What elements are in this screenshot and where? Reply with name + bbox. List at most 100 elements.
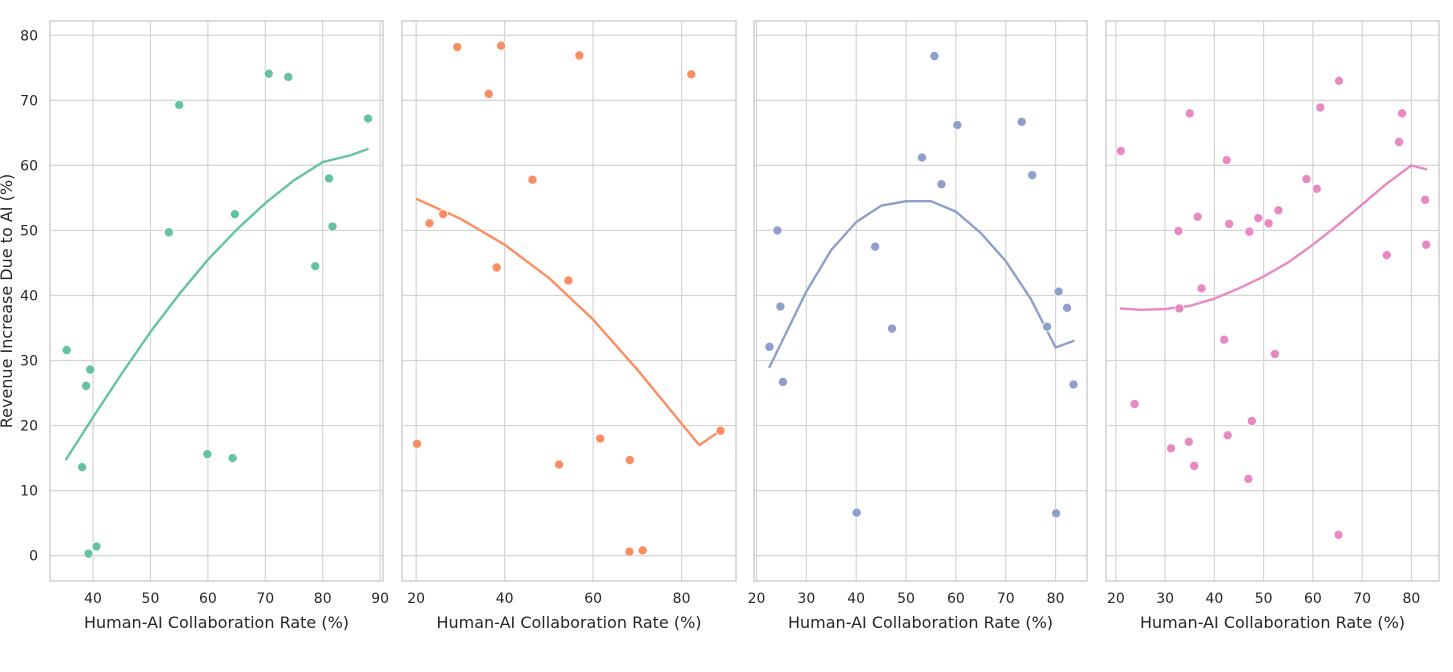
data-point [1221,155,1232,166]
x-tick-label: 70 [256,591,274,607]
x-tick-label: 80 [673,591,691,607]
data-point [764,341,775,352]
data-point [1394,136,1405,147]
y-tick-label: 50 [20,223,38,239]
data-point [1184,108,1195,119]
data-point [283,71,294,82]
data-point [327,221,338,232]
data-point [263,68,274,79]
data-point [686,69,697,80]
data-point [1315,102,1326,113]
data-point [1263,218,1274,229]
y-tick-label: 30 [20,354,38,370]
axes-frame [1105,20,1440,582]
data-point [1174,303,1185,314]
data-point [163,227,174,238]
x-tick-label: 40 [84,591,102,607]
data-point [1334,75,1345,86]
data-point [870,241,881,252]
y-tick-label: 20 [20,419,38,435]
data-point [363,113,374,124]
data-point [452,42,463,53]
x-tick-label: 80 [314,591,332,607]
data-point [1333,529,1344,540]
data-point [777,376,788,387]
data-point [775,301,786,312]
data-point [310,261,321,272]
y-tick-label: 40 [20,288,38,304]
data-point [1243,473,1254,484]
x-tick-label: 70 [997,591,1015,607]
plot-area [50,21,383,581]
plot-area [1106,21,1439,581]
data-point [1129,399,1140,410]
data-point [412,438,423,449]
data-point [929,51,940,62]
data-point [1253,213,1264,224]
trend-curve [768,200,1075,369]
data-point [527,174,538,185]
subplot-3: 20 30 40 50 60 70 80 Human-AI Collaboration Rat… [748,20,1088,632]
data-point [1273,205,1284,216]
x-tick-label: 90 [371,591,389,607]
data-point [1016,116,1027,127]
x-tick-label: 40 [847,591,865,607]
y-tick-label: 10 [20,484,38,500]
x-tick-label: 30 [1156,591,1174,607]
data-point [1027,170,1038,181]
x-tick-label: 50 [1255,591,1273,607]
x-tick-label: 80 [1403,591,1421,607]
data-point [1173,226,1184,237]
x-axis-label: Human-AI Collaboration Rate (%) [1140,613,1405,632]
data-point [1381,250,1392,261]
data-point [1042,321,1053,332]
data-point [1222,430,1233,441]
subplot-1: 40 50 60 70 80 90 0 10 20 30 40 50 60 70 80 Human-AI Co… [0,20,389,632]
subplot-2: 20 40 60 80 Human-AI Collaboration Rate (%) [401,20,737,632]
plot-area [754,21,1087,581]
x-tick-label: 20 [1107,591,1125,607]
subplot-4: 20 30 40 50 60 70 80 Human-AI Collaboration Rat… [1105,20,1440,632]
x-tick-label: 20 [748,591,766,607]
data-point [83,548,94,559]
y-axis-label: Revenue Increase Due to AI (%) [0,174,16,429]
data-point [624,455,635,466]
x-tick-label: 70 [1353,591,1371,607]
data-point [1115,146,1126,157]
data-point [1166,443,1177,454]
data-point [851,507,862,518]
x-tick-label: 60 [1304,591,1322,607]
y-tick-label: 70 [20,93,38,109]
x-tick-label: 50 [897,591,915,607]
data-point [61,345,72,356]
data-point [229,209,240,220]
x-axis-label: Human-AI Collaboration Rate (%) [436,613,701,632]
data-point [324,173,335,184]
data-point [1189,460,1200,471]
data-point [1244,226,1255,237]
x-tick-label: 60 [947,591,965,607]
data-point [77,462,88,473]
y-tick-label: 0 [29,549,38,565]
axes-frame [49,20,384,582]
plot-area [402,21,736,581]
data-point [1219,334,1230,345]
data-point [554,459,565,470]
data-point [483,88,494,99]
data-point [1420,194,1431,205]
trend-curve [415,198,722,447]
x-tick-label: 40 [1205,591,1223,607]
data-point [952,120,963,131]
trend-curve [64,147,369,461]
y-tick-label: 60 [20,158,38,174]
data-point [424,218,435,229]
data-point [1192,211,1203,222]
data-point [637,545,648,556]
x-tick-label: 40 [496,591,514,607]
x-tick-label: 80 [1047,591,1065,607]
x-tick-label: 50 [142,591,160,607]
data-point [624,546,635,557]
data-point [1421,239,1432,250]
x-tick-label: 30 [797,591,815,607]
